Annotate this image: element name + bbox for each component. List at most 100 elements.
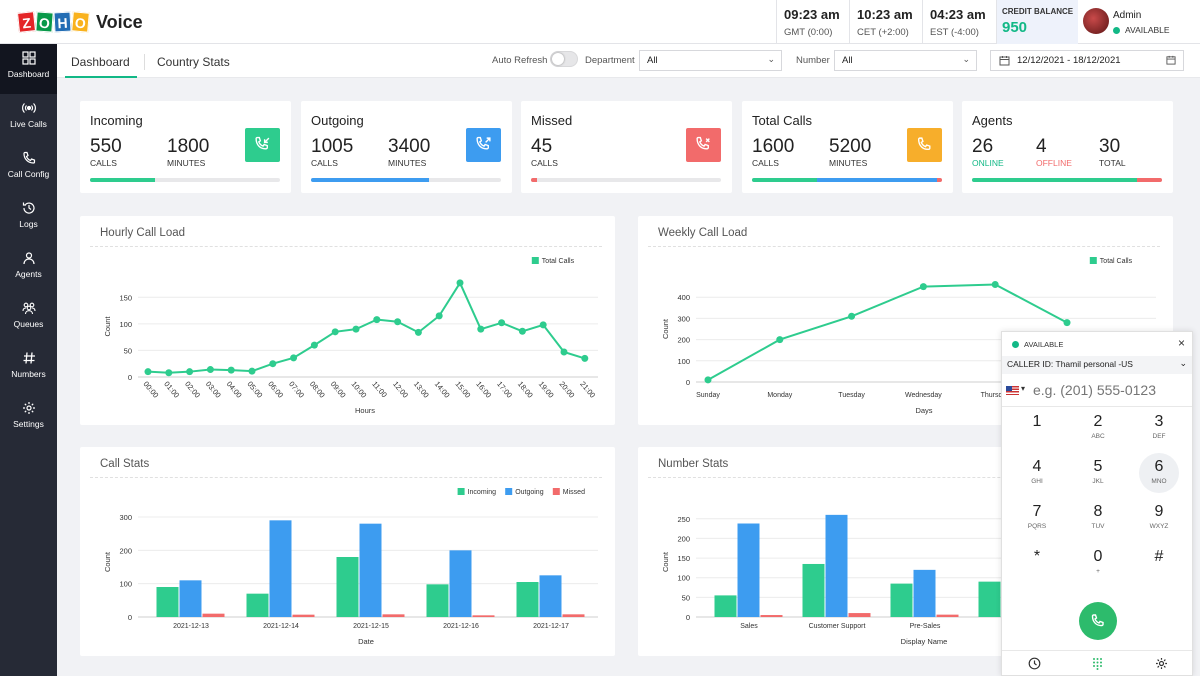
close-icon[interactable]: × (1177, 336, 1185, 350)
us-flag-icon[interactable] (1006, 386, 1019, 395)
sidebar-item-live-calls[interactable]: Live Calls (0, 94, 57, 144)
legend-swatch (552, 488, 560, 495)
data-point (206, 366, 214, 374)
bar (539, 575, 562, 617)
tab-dashboard[interactable]: Dashboard (71, 55, 130, 69)
chart-title: Number Stats (658, 458, 729, 470)
app-name: Voice (96, 11, 143, 32)
keypad-key[interactable]: 8 TUV (1078, 498, 1118, 538)
bar (202, 613, 225, 617)
y-axis-label: Count (661, 318, 670, 339)
data-point (776, 336, 784, 344)
phone-icon (907, 128, 942, 162)
user-name[interactable]: Admin (1113, 10, 1142, 21)
sidebar-item-settings[interactable]: Settings (0, 394, 57, 444)
kpi-calls-value: 45 (531, 136, 553, 157)
clock-est: 04:23 am EST (-4:00) (922, 0, 995, 44)
kpi-minutes-label: MINUTES (167, 158, 206, 168)
clock-time: 09:23 am (784, 7, 840, 22)
kpi-card-missed: Missed 45 CALLS (521, 101, 732, 193)
user-status[interactable]: AVAILABLE (1113, 25, 1170, 35)
phone-number-input[interactable] (1033, 380, 1188, 400)
phone-icon (1091, 614, 1104, 627)
keypad-key[interactable]: 5 JKL (1078, 453, 1118, 493)
data-point (144, 368, 152, 376)
data-point (581, 354, 589, 362)
title-divider (90, 477, 602, 478)
progress-fill-outgoing (817, 178, 937, 182)
kpi-card-agents: Agents 26 ONLINE 4 OFFLINE 30 TOTAL (962, 101, 1173, 193)
kpi-minutes-label: MINUTES (388, 158, 427, 168)
tab-country-stats[interactable]: Country Stats (157, 55, 230, 69)
agents-progress-bar (972, 178, 1162, 182)
sidebar-item-call-config[interactable]: Call Config (0, 144, 57, 194)
keypad-key[interactable]: 6 MNO (1139, 453, 1179, 493)
kpi-card-total-calls: Total Calls 1600 CALLS 5200 MINUTES (742, 101, 953, 193)
credit-balance[interactable]: CREDIT BALANCE 950 (996, 0, 1078, 44)
sidebar-item-numbers[interactable]: Numbers (0, 344, 57, 394)
key-digit: 7 (1032, 503, 1042, 520)
x-tick-label: 18:00 (516, 380, 535, 400)
bar (825, 514, 848, 617)
dialer-status[interactable]: AVAILABLE (1012, 340, 1063, 349)
keypad-key[interactable]: 2 ABC (1078, 408, 1118, 448)
number-select[interactable]: All ⌄ (834, 50, 977, 71)
keypad-key[interactable]: 1 (1017, 408, 1057, 448)
x-axis-label: Date (358, 637, 374, 646)
chart-title: Call Stats (100, 458, 150, 470)
key-digit: # (1154, 548, 1164, 565)
chevron-down-icon[interactable]: ▾ (1021, 384, 1026, 393)
agents-online-value: 26 (972, 136, 994, 157)
keypad-key[interactable]: * (1017, 543, 1057, 583)
history-icon[interactable] (1028, 657, 1041, 670)
sidebar-item-label: Queues (13, 319, 44, 329)
credit-value: 950 (1002, 19, 1028, 36)
bar (472, 615, 495, 617)
date-range-picker[interactable]: 12/12/2021 - 18/12/2021 (990, 50, 1184, 71)
x-tick-label: 05:00 (245, 380, 264, 400)
keypad-key[interactable]: 0 + (1078, 543, 1118, 583)
keypad-key[interactable]: 7 PQRS (1017, 498, 1057, 538)
number-value: All (842, 55, 853, 66)
sidebar-item-queues[interactable]: Queues (0, 294, 57, 344)
x-tick-label: Thursday (981, 392, 1011, 399)
bar (936, 614, 959, 617)
x-tick-label: 19:00 (537, 380, 556, 400)
department-select[interactable]: All ⌄ (639, 50, 782, 71)
keypad-key[interactable]: # (1139, 543, 1179, 583)
sidebar-item-label: Agents (15, 269, 42, 279)
caller-id-select[interactable]: CALLER ID: Thamil personal -US ⌄ (1002, 356, 1192, 374)
history-icon (22, 202, 35, 214)
clock-time: 10:23 am (857, 7, 913, 22)
x-tick-label: 20:00 (557, 380, 576, 400)
keypad-key[interactable]: 3 DEF (1139, 408, 1179, 448)
call-button[interactable] (1079, 602, 1117, 640)
x-tick-label: 2021-12-14 (263, 623, 299, 630)
hourly-call-load-card: Hourly Call Load 0 50 100 150 Count 00:00 01:0… (80, 216, 615, 425)
sidebar-item-logs[interactable]: Logs (0, 194, 57, 244)
y-tick-label: 100 (677, 574, 690, 583)
legend-swatch (457, 488, 465, 495)
department-label: Department (585, 55, 635, 66)
gear-icon[interactable] (1155, 657, 1168, 670)
keypad-key[interactable]: 9 WXYZ (1139, 498, 1179, 538)
bar (890, 583, 913, 617)
sidebar-item-agents[interactable]: Agents (0, 244, 57, 294)
incoming-progress-bar (90, 178, 280, 182)
auto-refresh-toggle[interactable] (550, 51, 578, 67)
legend-swatch (1089, 257, 1097, 264)
bar (714, 595, 737, 617)
sidebar-item-dashboard[interactable]: Dashboard (0, 44, 57, 94)
avatar[interactable] (1083, 8, 1109, 34)
active-tab-indicator (65, 76, 137, 78)
data-point (848, 312, 856, 320)
grid-icon (21, 51, 36, 65)
sidebar-item-label: Live Calls (10, 119, 47, 129)
incoming-call-icon (245, 128, 280, 162)
keypad-icon[interactable] (1091, 657, 1104, 670)
keypad-key[interactable]: 4 GHI (1017, 453, 1057, 493)
kpi-title: Agents (972, 113, 1013, 128)
x-tick-label: 06:00 (266, 380, 285, 400)
bar (449, 550, 472, 617)
